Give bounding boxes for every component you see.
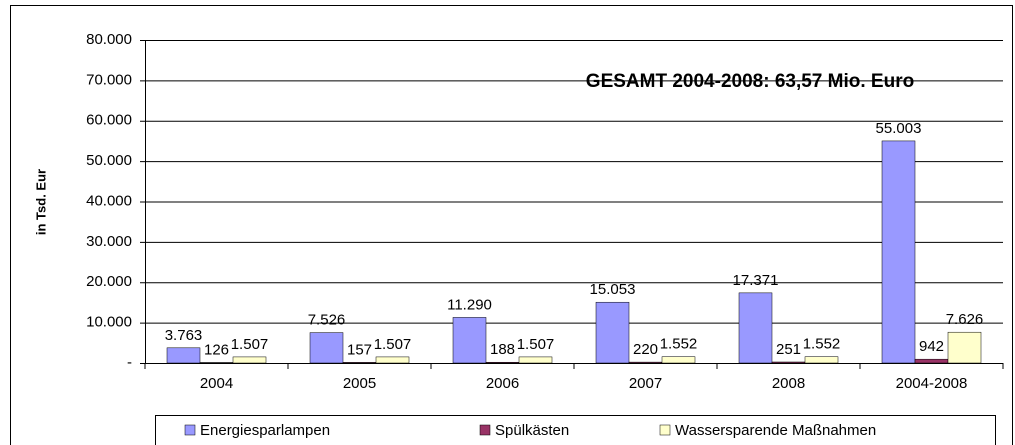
data-label: 251	[776, 341, 801, 358]
legend-label: Energiesparlampen	[200, 422, 330, 439]
data-label: 188	[490, 341, 515, 358]
data-label: 3.763	[165, 327, 203, 344]
bar	[947, 331, 982, 364]
data-label: 220	[633, 341, 658, 358]
bar	[342, 362, 377, 364]
bar	[914, 358, 949, 364]
data-label: 17.371	[733, 272, 779, 289]
data-label: 55.003	[876, 120, 922, 137]
y-tick-label: 40.000	[86, 192, 132, 209]
data-label: 1.507	[517, 336, 555, 353]
bar	[485, 361, 520, 364]
y-tick-label: 60.000	[86, 112, 132, 129]
bar	[166, 347, 201, 364]
legend-swatch	[184, 424, 196, 436]
legend-swatch	[479, 424, 491, 436]
data-label: 1.552	[660, 336, 698, 353]
data-label: 7.526	[308, 312, 346, 329]
bar	[628, 361, 663, 364]
y-tick-label: 50.000	[86, 152, 132, 169]
legend-box	[155, 415, 996, 445]
bar	[661, 356, 696, 364]
bar	[881, 140, 916, 364]
bar	[518, 356, 553, 364]
bar	[595, 301, 630, 364]
legend-label: Wassersparende Maßnahmen	[675, 422, 876, 439]
bar	[804, 356, 839, 364]
y-tick-label: 80.000	[86, 31, 132, 48]
y-tick-label: 30.000	[86, 233, 132, 250]
bar	[771, 361, 806, 364]
data-label: 1.552	[803, 336, 841, 353]
data-label: 7.626	[946, 311, 984, 328]
bar	[738, 292, 773, 364]
x-tick-label: 2006	[486, 375, 519, 392]
x-tick-label: 2008	[772, 375, 805, 392]
y-tick-label: 10.000	[86, 314, 132, 331]
x-tick-label: 2004	[200, 375, 233, 392]
bar	[309, 332, 344, 364]
data-label: 1.507	[374, 336, 412, 353]
bar	[375, 356, 410, 364]
y-tick-label: -	[127, 354, 132, 371]
data-label: 157	[347, 341, 372, 358]
annotation: GESAMT 2004-2008: 63,57 Mio. Euro	[586, 71, 914, 92]
bar	[452, 317, 487, 364]
bar	[232, 356, 267, 364]
legend-swatch	[659, 424, 671, 436]
x-tick-label: 2007	[629, 375, 662, 392]
data-label: 11.290	[447, 296, 492, 313]
y-tick-label: 70.000	[86, 71, 132, 88]
data-label: 126	[204, 341, 229, 358]
bar	[199, 362, 234, 364]
chart-border	[10, 5, 1013, 445]
y-axis-label: in Tsd. Eur	[33, 169, 48, 235]
x-tick-label: 2005	[343, 375, 376, 392]
y-tick-label: 20.000	[86, 273, 132, 290]
legend-label: Spülkästen	[495, 422, 569, 439]
data-label: 942	[919, 338, 944, 355]
x-tick-label: 2004-2008	[896, 375, 968, 392]
data-label: 1.507	[231, 336, 269, 353]
data-label: 15.053	[590, 281, 636, 298]
